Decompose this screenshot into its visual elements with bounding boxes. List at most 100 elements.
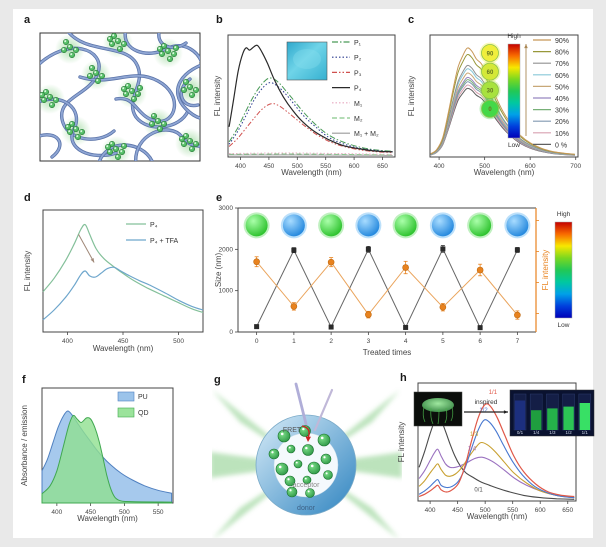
fl-point xyxy=(402,264,409,271)
svg-text:M₂: M₂ xyxy=(354,116,363,123)
svg-text:FL intensity: FL intensity xyxy=(541,250,550,291)
svg-text:7: 7 xyxy=(516,338,520,345)
svg-text:FRET: FRET xyxy=(283,427,302,434)
quantum-dot xyxy=(88,64,95,71)
size-point xyxy=(291,247,297,253)
svg-text:Low: Low xyxy=(508,142,520,149)
svg-text:40%: 40% xyxy=(555,96,569,103)
svg-text:Size (nm): Size (nm) xyxy=(214,253,223,288)
svg-text:70%: 70% xyxy=(555,61,569,68)
sample-dot xyxy=(357,214,380,237)
svg-text:PU: PU xyxy=(138,394,148,401)
svg-text:P₃: P₃ xyxy=(354,70,362,77)
quantum-dot xyxy=(62,39,69,46)
svg-text:FL intensity: FL intensity xyxy=(398,422,406,463)
svg-text:0: 0 xyxy=(488,107,492,113)
svg-text:400: 400 xyxy=(51,509,62,516)
svg-text:acceptor: acceptor xyxy=(293,482,321,489)
quantum-dot xyxy=(107,35,114,43)
svg-text:2: 2 xyxy=(329,338,333,345)
quantum-dot xyxy=(187,138,194,145)
svg-text:550: 550 xyxy=(507,507,518,514)
plot-frame xyxy=(227,34,396,158)
svg-text:80%: 80% xyxy=(555,50,569,57)
fl-point xyxy=(327,258,335,266)
panel-f: f 400 450 500 550 Wavelength (nm) Absorbance … xyxy=(20,374,225,538)
sample-dot xyxy=(245,214,268,237)
quantum-dot xyxy=(66,129,73,136)
quantum-dot xyxy=(49,102,56,109)
plot-frame xyxy=(417,382,577,502)
curves xyxy=(430,47,575,156)
svg-text:0: 0 xyxy=(229,329,233,336)
quantum-dot xyxy=(74,134,81,141)
quantum-dot xyxy=(193,141,200,148)
svg-text:Wavelength (nm): Wavelength (nm) xyxy=(77,514,138,523)
sample-dot xyxy=(320,214,343,237)
svg-text:700: 700 xyxy=(570,163,581,170)
quantum-dot xyxy=(157,126,164,133)
quantum-dot xyxy=(129,87,136,94)
size-point xyxy=(477,325,483,331)
panel-c-label: c xyxy=(408,14,415,26)
panel-d-label: d xyxy=(24,192,31,204)
plot-frame xyxy=(42,209,204,333)
curves xyxy=(228,44,393,156)
quantum-dot xyxy=(131,95,138,102)
panel-f-label: f xyxy=(22,374,26,386)
quantum-dot xyxy=(159,50,166,57)
size-point xyxy=(403,324,409,330)
svg-text:600: 600 xyxy=(535,507,546,514)
svg-text:1000: 1000 xyxy=(219,288,234,295)
gel-dot xyxy=(481,44,499,62)
svg-text:0: 0 xyxy=(255,338,259,345)
gel-dot xyxy=(481,99,499,118)
curves xyxy=(41,410,173,504)
svg-text:1/4: 1/4 xyxy=(468,446,477,452)
svg-text:1/3: 1/3 xyxy=(470,432,479,438)
quantum-dot xyxy=(189,91,196,98)
svg-text:0/1: 0/1 xyxy=(517,430,524,435)
svg-text:1/2: 1/2 xyxy=(479,408,488,414)
quantum-dot xyxy=(121,143,128,150)
svg-text:3000: 3000 xyxy=(219,205,234,212)
svg-text:400: 400 xyxy=(434,163,445,170)
fl-point xyxy=(514,311,521,319)
quantum-dot xyxy=(167,55,174,62)
quantum-dot xyxy=(78,129,85,136)
svg-text:450: 450 xyxy=(452,507,463,514)
panel-f-chart: 400 450 500 550 Wavelength (nm) Absorbance / … xyxy=(20,387,174,523)
legend: P₄ P₄ + TFA xyxy=(126,222,179,245)
quantum-dot xyxy=(149,121,156,128)
svg-text:550: 550 xyxy=(320,163,331,170)
quantum-dot xyxy=(109,41,116,48)
quantum-dot xyxy=(47,93,54,100)
legend: PU QD xyxy=(117,391,149,418)
quantum-dot xyxy=(157,46,164,53)
svg-text:10%: 10% xyxy=(555,131,569,138)
svg-text:450: 450 xyxy=(85,509,96,516)
gel-dot xyxy=(481,62,499,81)
svg-text:Wavelength (nm): Wavelength (nm) xyxy=(93,344,154,353)
svg-text:1: 1 xyxy=(292,338,296,345)
fl-point xyxy=(365,311,372,318)
excitation-needle xyxy=(313,388,334,432)
fl-point xyxy=(253,258,260,266)
svg-text:High: High xyxy=(507,33,521,40)
svg-text:Absorbance / emission: Absorbance / emission xyxy=(20,405,29,486)
excitation-needle xyxy=(294,382,308,426)
quantum-dot xyxy=(193,86,200,93)
sample-photo-dots xyxy=(243,212,531,239)
quantum-dot xyxy=(113,146,120,153)
svg-text:1/1: 1/1 xyxy=(489,390,498,396)
svg-text:650: 650 xyxy=(562,507,573,514)
svg-text:400: 400 xyxy=(62,338,73,345)
svg-text:Wavelength (nm): Wavelength (nm) xyxy=(474,168,535,177)
quantum-dot xyxy=(105,144,112,151)
svg-text:P₁: P₁ xyxy=(354,40,362,47)
svg-text:500: 500 xyxy=(479,163,490,170)
svg-text:550: 550 xyxy=(153,509,164,516)
panel-g-label: g xyxy=(214,374,221,386)
quantum-dot xyxy=(155,118,162,125)
svg-text:500: 500 xyxy=(119,509,130,516)
